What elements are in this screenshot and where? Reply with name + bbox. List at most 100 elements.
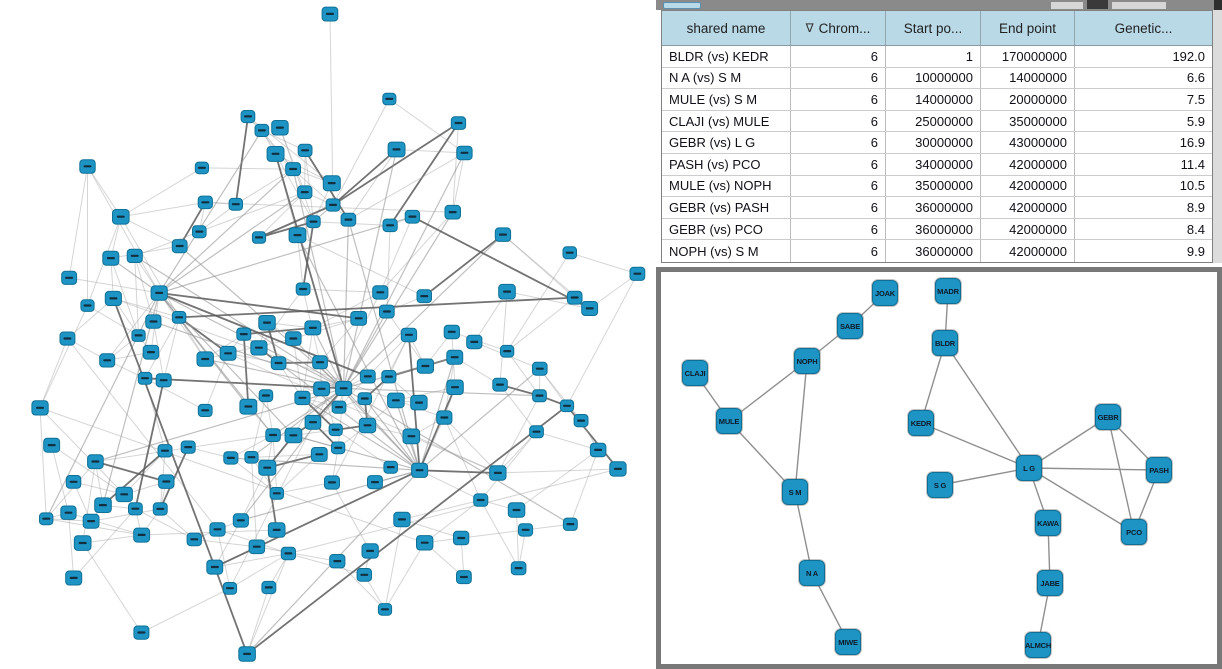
network-node[interactable] — [228, 197, 244, 211]
network-node-madr[interactable]: MADR — [935, 278, 961, 304]
network-node-noph[interactable]: NOPH — [794, 348, 820, 374]
table-cell[interactable]: GEBR (vs) PCO — [662, 218, 791, 240]
network-node[interactable] — [87, 454, 104, 470]
network-node[interactable] — [377, 603, 393, 616]
network-node[interactable] — [532, 389, 547, 403]
network-node[interactable] — [240, 110, 256, 124]
table-cell[interactable]: 42000000 — [981, 153, 1075, 175]
network-node[interactable] — [573, 414, 589, 428]
column-header-genetic---[interactable]: Genetic... — [1075, 11, 1212, 45]
network-node[interactable] — [492, 377, 508, 392]
network-node[interactable] — [145, 314, 162, 329]
network-node[interactable] — [304, 414, 322, 430]
table-cell[interactable]: 42000000 — [981, 197, 1075, 218]
table-cell[interactable]: 34000000 — [886, 153, 981, 175]
network-node[interactable] — [466, 334, 483, 350]
network-node[interactable] — [112, 209, 130, 225]
network-node-almch[interactable]: ALMCH — [1025, 632, 1051, 658]
network-node[interactable] — [152, 502, 168, 516]
network-node[interactable] — [157, 444, 173, 458]
network-node[interactable] — [197, 195, 213, 210]
network-node[interactable] — [328, 423, 343, 437]
network-node[interactable] — [456, 570, 472, 585]
network-node-mule[interactable]: MULE — [716, 408, 742, 434]
network-node[interactable] — [99, 353, 116, 368]
table-cell[interactable]: 170000000 — [981, 46, 1075, 67]
table-cell[interactable]: CLAJI (vs) MULE — [662, 110, 791, 132]
table-cell[interactable]: 30000000 — [886, 132, 981, 153]
table-row[interactable]: CLAJI (vs) MULE 6 25000000 35000000 5.9 — [662, 110, 1212, 133]
network-node[interactable] — [254, 123, 270, 138]
network-node[interactable] — [80, 299, 95, 312]
table-cell[interactable]: GEBR (vs) PASH — [662, 197, 791, 218]
table-cell[interactable]: MULE (vs) S M — [662, 89, 791, 110]
table-cell[interactable]: 10000000 — [886, 67, 981, 89]
table-cell[interactable]: 9.9 — [1186, 243, 1205, 259]
column-header-start-po---[interactable]: Start po... — [886, 11, 981, 45]
network-node[interactable] — [322, 175, 341, 192]
network-node[interactable] — [133, 527, 151, 543]
network-node[interactable] — [65, 570, 83, 586]
network-node[interactable] — [194, 161, 210, 175]
network-node[interactable] — [128, 502, 143, 516]
table-cell[interactable]: MULE (vs) NOPH — [662, 175, 791, 197]
network-node[interactable] — [206, 559, 224, 575]
v-scrollbar-track[interactable] — [1213, 10, 1222, 263]
network-node[interactable] — [60, 505, 77, 520]
table-cell[interactable]: 42000000 — [981, 240, 1075, 262]
network-node[interactable] — [223, 451, 239, 465]
full-network-canvas[interactable] — [0, 0, 656, 669]
table-cell[interactable]: 43000000 — [981, 132, 1075, 153]
table-row[interactable]: BLDR (vs) KEDR 6 1 170000000 192.0 — [662, 46, 1212, 68]
network-node[interactable] — [258, 315, 276, 331]
network-node[interactable] — [387, 141, 406, 158]
network-node[interactable] — [410, 394, 428, 411]
network-node[interactable] — [498, 283, 516, 300]
network-node-gebr[interactable]: GEBR — [1095, 404, 1121, 430]
network-node[interactable] — [453, 530, 470, 546]
network-node[interactable] — [265, 428, 281, 443]
network-node-pash[interactable]: PASH — [1146, 457, 1172, 483]
network-node[interactable] — [248, 539, 266, 555]
network-node[interactable] — [258, 459, 277, 476]
network-node[interactable] — [250, 340, 268, 356]
network-node[interactable] — [186, 532, 202, 547]
network-node[interactable] — [566, 290, 583, 305]
network-node[interactable] — [288, 227, 307, 244]
table-row[interactable]: N A (vs) S M 6 10000000 14000000 6.6 — [662, 67, 1212, 90]
network-edge[interactable] — [794, 360, 808, 493]
network-node[interactable] — [284, 427, 303, 444]
network-node[interactable] — [313, 381, 331, 397]
table-cell[interactable]: 11.4 — [1180, 156, 1205, 172]
table-cell[interactable]: 42000000 — [981, 218, 1075, 240]
network-node[interactable] — [137, 371, 153, 385]
network-node[interactable] — [367, 475, 383, 490]
network-node-sm[interactable]: S M — [782, 479, 808, 505]
table-cell[interactable]: 6 — [791, 89, 886, 110]
network-node-kedr[interactable]: KEDR — [908, 410, 934, 436]
network-node[interactable] — [82, 513, 100, 529]
network-edge[interactable] — [794, 491, 813, 574]
network-node-miwe[interactable]: MIWE — [835, 629, 861, 655]
network-node-pco[interactable]: PCO — [1121, 519, 1147, 545]
network-node[interactable] — [400, 327, 418, 343]
network-node-claji[interactable]: CLAJI — [682, 360, 708, 386]
network-node-bldr[interactable]: BLDR — [932, 330, 958, 356]
table-cell[interactable]: 5.9 — [1186, 113, 1205, 129]
table-cell[interactable]: 14000000 — [981, 67, 1075, 89]
network-node[interactable] — [269, 487, 285, 500]
network-node[interactable] — [411, 462, 429, 478]
network-node[interactable] — [219, 345, 237, 361]
network-node[interactable] — [416, 289, 432, 304]
column-header-end-point[interactable]: End point — [981, 11, 1075, 45]
network-node[interactable] — [43, 437, 61, 453]
h-scrollbar-thumb[interactable] — [663, 2, 701, 9]
network-node[interactable] — [629, 266, 646, 281]
network-node[interactable] — [443, 324, 461, 340]
network-node[interactable] — [382, 218, 398, 233]
table-cell[interactable]: 36000000 — [886, 240, 981, 262]
table-cell[interactable]: NOPH (vs) S M — [662, 240, 791, 262]
filter-icon[interactable]: ∇ — [805, 21, 814, 35]
network-node[interactable] — [155, 373, 172, 388]
network-node[interactable] — [304, 320, 322, 336]
